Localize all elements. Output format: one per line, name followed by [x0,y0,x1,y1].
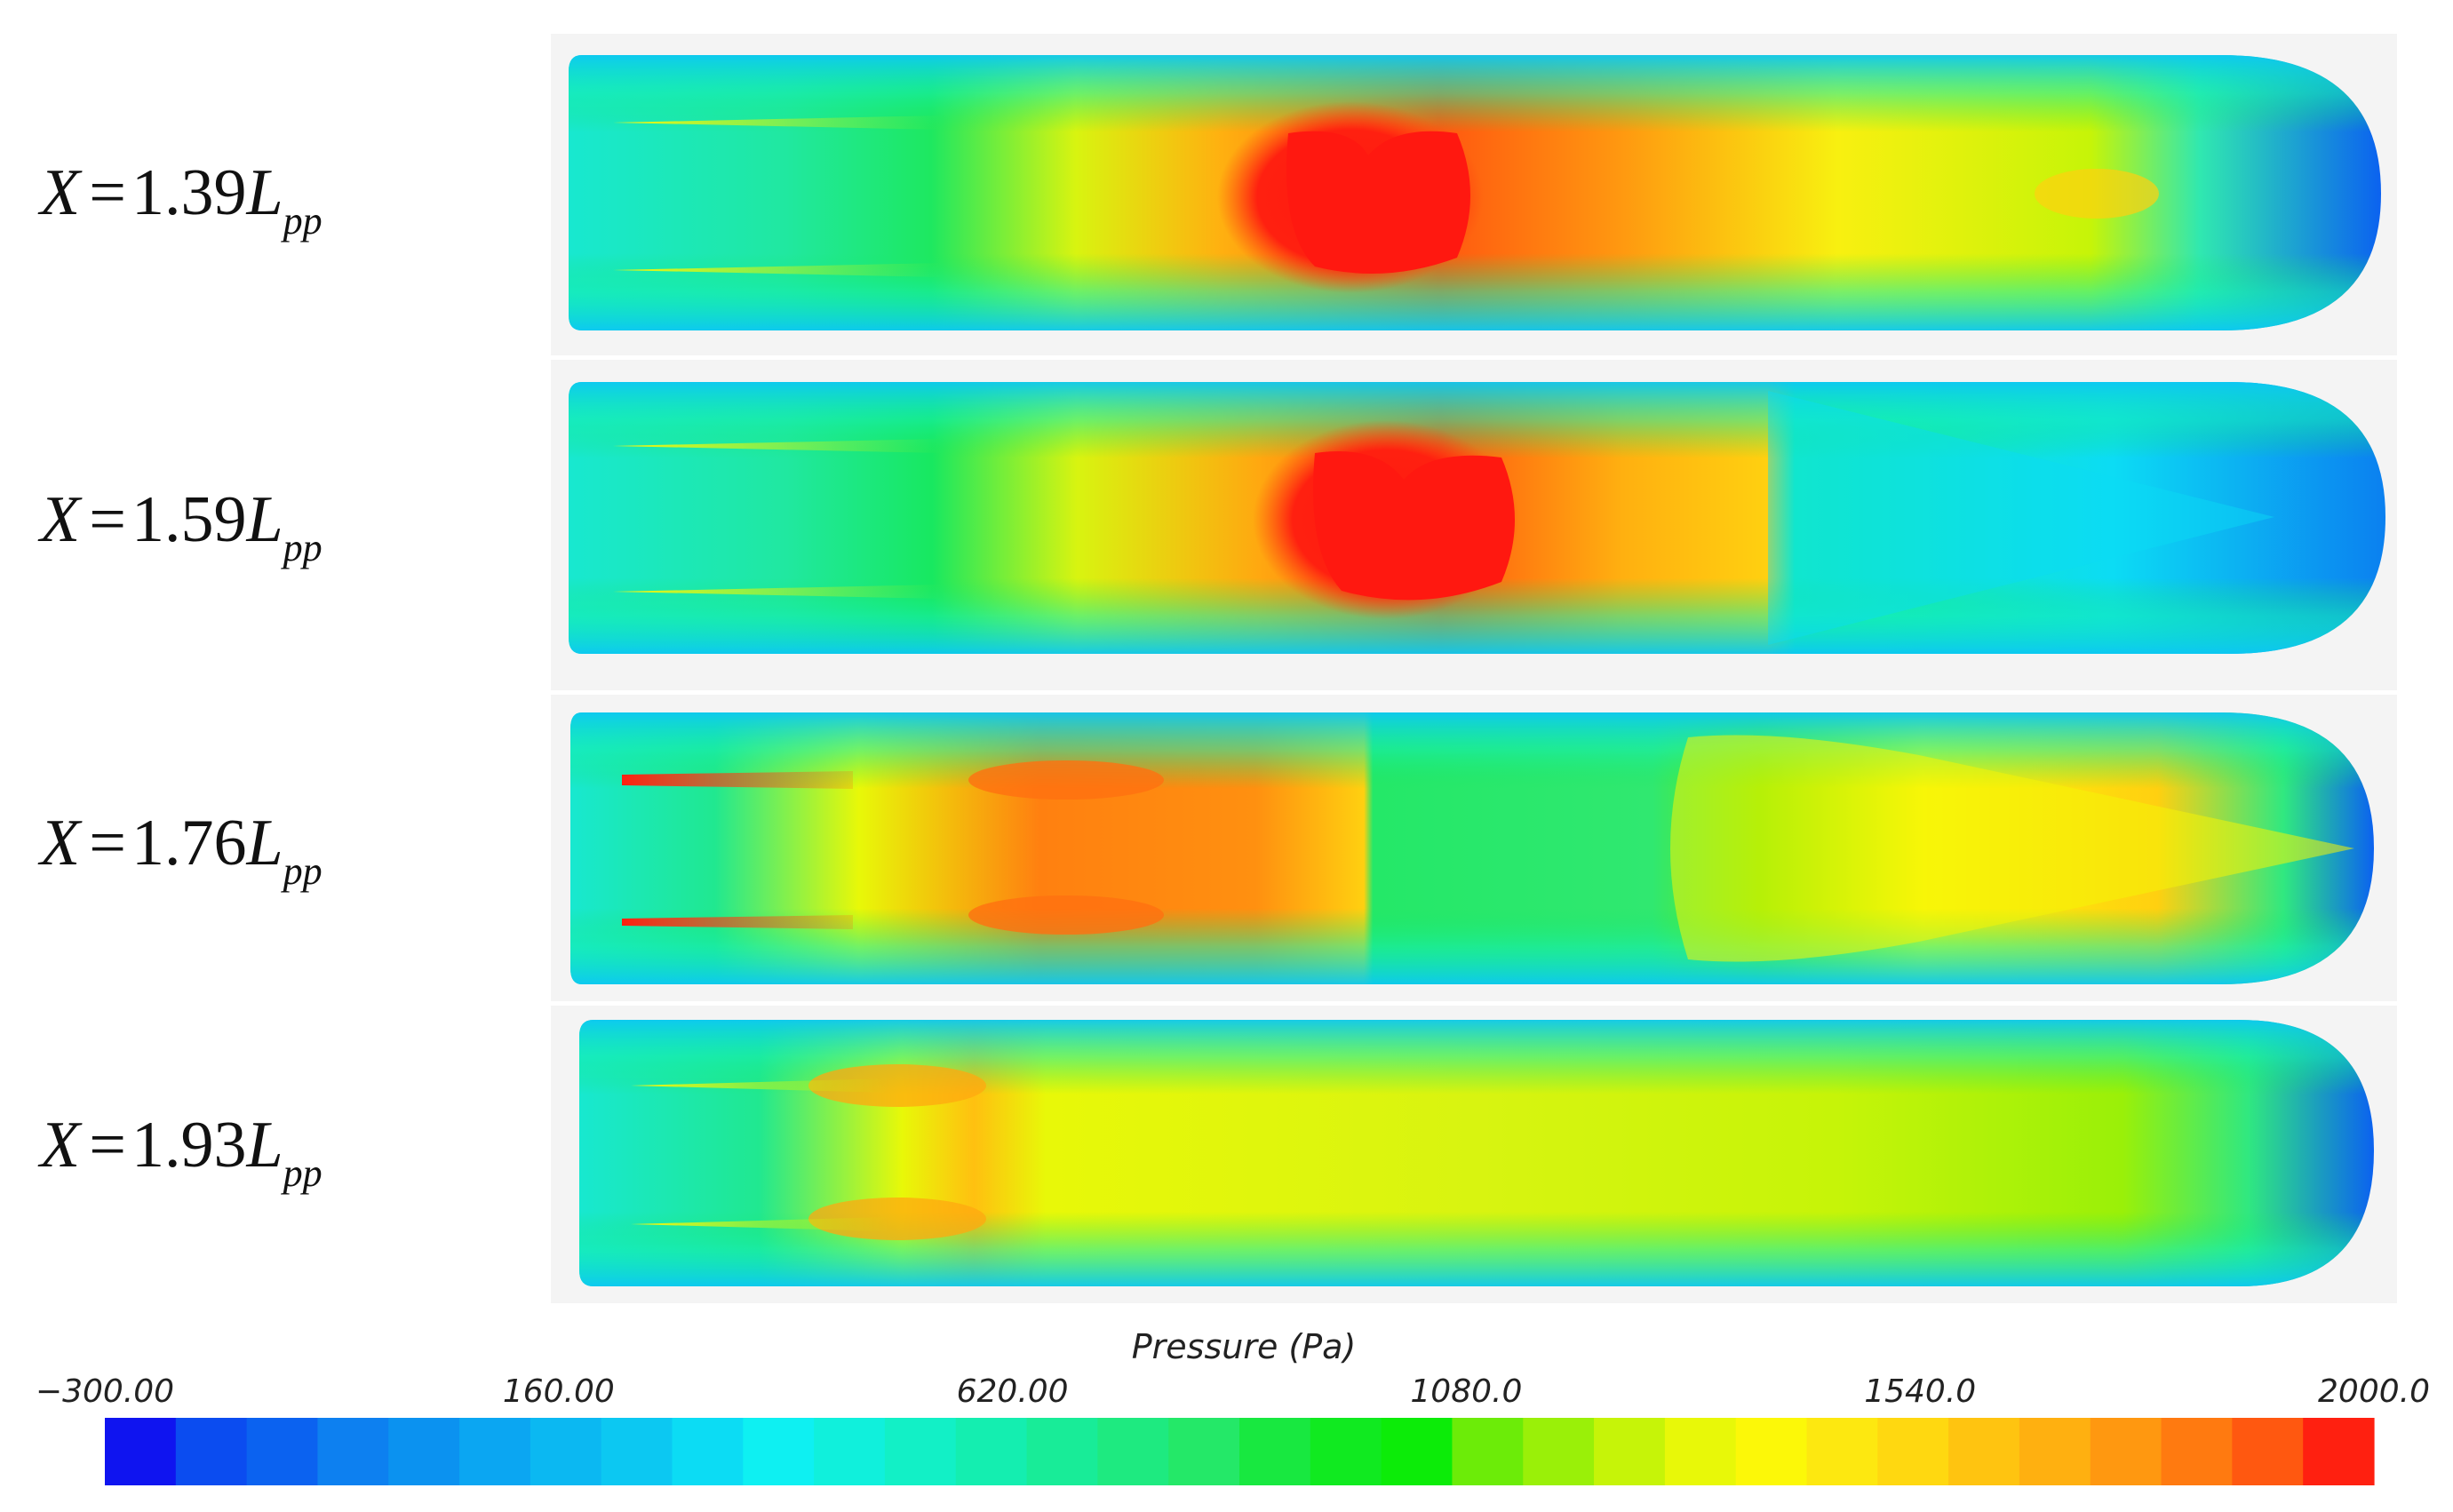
label-variable: X [40,1109,81,1182]
colorbar-tick-label: 620.00 [956,1373,1069,1410]
label-value: 1.93 [131,1109,247,1182]
label-length: L [246,807,283,879]
label-length: L [246,156,283,229]
row-label-3: X =1.76Lpp [40,807,323,891]
colorbar-tick-label: 2000.0 [2318,1373,2430,1410]
label-equals: = [89,483,126,556]
colorbar-segment [1026,1418,1098,1485]
label-variable: X [40,483,81,556]
contour-plots [551,34,2397,1303]
label-variable: X [40,156,81,229]
colorbar-segment [1948,1418,2020,1485]
contour-row-4 [579,1020,2374,1286]
label-subscript: pp [283,199,323,243]
colorbar-segment [1097,1418,1169,1485]
colorbar-segment [1239,1418,1311,1485]
colorbar-segment [2161,1418,2233,1485]
colorbar-segment [2232,1418,2304,1485]
label-length: L [246,1109,283,1182]
contour-row-2 [569,382,2385,654]
colorbar-tick-label: 160.00 [502,1373,615,1410]
row-label-1: X =1.39Lpp [40,160,323,241]
colorbar-segment [1594,1418,1666,1485]
colorbar-segment [884,1418,957,1485]
colorbar-tick-label: −300.00 [35,1373,175,1410]
colorbar-segment [1877,1418,1949,1485]
row-label-2: X =1.59Lpp [40,487,323,568]
colorbar-segment [955,1418,1028,1485]
colorbar-segment [175,1418,248,1485]
label-equals: = [89,807,126,879]
label-value: 1.59 [131,483,247,556]
colorbar-segment [246,1418,319,1485]
colorbar-segment [1381,1418,1453,1485]
colorbar-segment [317,1418,389,1485]
colorbar-segment [459,1418,531,1485]
row-label-4: X =1.93Lpp [40,1112,323,1193]
colorbar-segment [601,1418,673,1485]
colorbar-segment [530,1418,602,1485]
label-equals: = [89,156,126,229]
label-value: 1.76 [131,807,247,879]
colorbar-title: Pressure (Pa) [1131,1327,1357,1366]
colorbar-segment [1523,1418,1595,1485]
label-subscript: pp [283,849,323,893]
colorbar-segment [388,1418,460,1485]
colorbar-segment [2303,1418,2375,1485]
contour-row-3 [570,712,2374,984]
label-subscript: pp [283,1151,323,1195]
colorbar-tick-label: 1540.0 [1864,1373,1977,1410]
label-subscript: pp [283,526,323,569]
contour-row-1 [569,55,2381,330]
colorbar-segment [672,1418,744,1485]
label-length: L [246,483,283,556]
colorbar-segment [2019,1418,2091,1485]
colorbar-segment [814,1418,886,1485]
colorbar-segment [1310,1418,1382,1485]
colorbar-segment [1168,1418,1240,1485]
colorbar-segment [105,1418,177,1485]
colorbar-segment [1735,1418,1808,1485]
label-variable: X [40,807,81,879]
colorbar-tick-label: 1080.0 [1410,1373,1523,1410]
colorbar [105,1418,2375,1485]
label-equals: = [89,1109,126,1182]
colorbar-segment [1452,1418,1524,1485]
colorbar-segment [743,1418,815,1485]
colorbar-segment [2090,1418,2162,1485]
label-value: 1.39 [131,156,247,229]
colorbar-segment [1806,1418,1878,1485]
colorbar-segment [1664,1418,1737,1485]
